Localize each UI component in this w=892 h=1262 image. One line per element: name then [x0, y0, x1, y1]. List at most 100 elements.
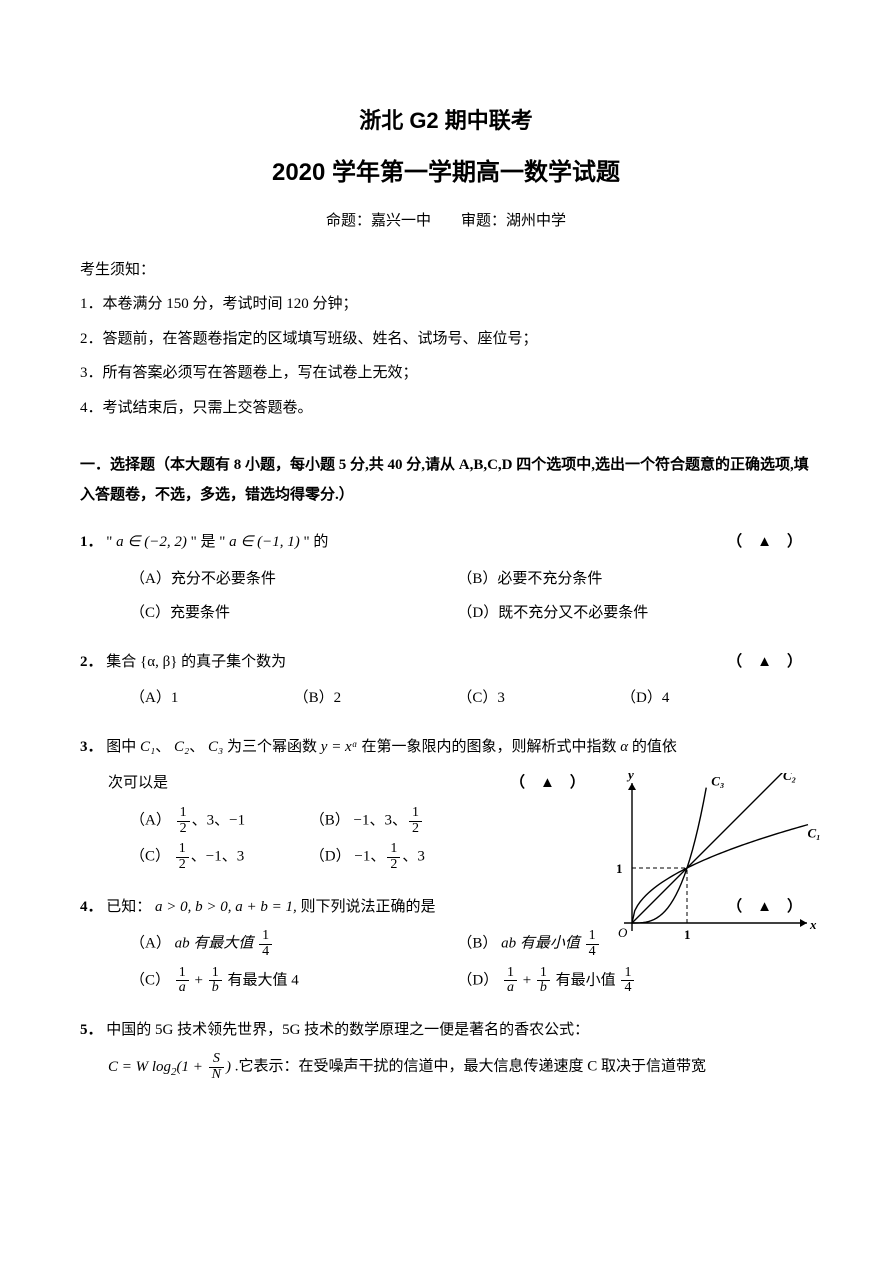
opt-label: （C）: [130, 849, 170, 865]
opt-label: （B）: [310, 813, 350, 829]
question-3: 3． 图中 C₁、 C₂、 C₃ 为三个幂函数 y = xᵅ 在第一象限内的图象…: [80, 733, 812, 879]
val: 3: [385, 813, 393, 829]
option-d: （D）4: [621, 684, 785, 713]
opt-label: （D）: [457, 972, 498, 988]
f-pre: C = W log: [108, 1059, 171, 1075]
option-c: （C）3: [457, 684, 621, 713]
option-c: （C）充要条件: [130, 599, 457, 628]
q4-b: 则下列说法正确的是: [301, 899, 436, 915]
sep: 、: [214, 813, 229, 829]
sep: 、: [155, 739, 170, 755]
opt-text: 有最小值: [556, 972, 616, 988]
val: −1: [354, 849, 370, 865]
sep: 、: [370, 849, 385, 865]
sep: 、: [222, 849, 237, 865]
svg-text:C₂: C₂: [783, 773, 796, 783]
sep: 、: [189, 739, 204, 755]
option-c: （C） 12、−1、3: [130, 842, 310, 872]
question-4: 4． 已知： a > 0, b > 0, a + b = 1, 则下列说法正确的…: [80, 893, 812, 1002]
f-suf: ): [226, 1059, 231, 1075]
q3-yxa: y = xᵅ: [321, 739, 358, 755]
sep: 、: [402, 849, 417, 865]
q3-c3: C₃: [208, 739, 223, 755]
answer-blank: （ ▲ ）: [727, 528, 802, 557]
opt-text: ab 有最小值: [501, 936, 580, 952]
q5-b: .它表示：在受噪声干扰的信道中，最大信息传递速度 C 取决于信道带宽: [235, 1059, 706, 1075]
q1-mid: " 是 ": [187, 534, 229, 550]
question-number: 2．: [80, 654, 103, 670]
answer-blank: （ ▲ ）: [510, 769, 585, 798]
q1-quote-open: ": [106, 534, 116, 550]
q3-c2: C₂: [174, 739, 189, 755]
opt-text: ab 有最大值: [175, 936, 254, 952]
sep: 、: [191, 849, 206, 865]
opt-label: （B）: [457, 936, 497, 952]
q3-d: 的值依: [632, 739, 677, 755]
q1-math-2: a ∈ (−1, 1): [229, 534, 300, 550]
question-number: 4．: [80, 899, 103, 915]
notice-heading: 考生须知：: [80, 256, 812, 285]
sep: 、: [370, 813, 385, 829]
question-number: 3．: [80, 739, 103, 755]
svg-text:1: 1: [616, 861, 623, 876]
val: 3: [237, 849, 245, 865]
f-den: N: [209, 1068, 224, 1083]
option-c: （C） 1a + 1b 有最大值 4: [130, 966, 457, 996]
attribution: 命题：嘉兴一中 审题：湖州中学: [80, 207, 812, 236]
section-heading: 一．选择题（本大题有 8 小题，每小题 5 分,共 40 分,请从 A,B,C,…: [80, 450, 812, 510]
answer-blank: （ ▲ ）: [727, 648, 802, 677]
opt-label: （A）: [130, 936, 171, 952]
notice-item: 3．所有答案必须写在答题卷上，写在试卷上无效；: [80, 359, 812, 388]
opt-text: 有最大值 4: [227, 972, 298, 988]
notice-item: 1．本卷满分 150 分，考试时间 120 分钟；: [80, 290, 812, 319]
question-number: 5．: [80, 1022, 103, 1038]
q3-e: 次可以是: [108, 775, 168, 791]
option-a: （A）1: [130, 684, 294, 713]
question-5: 5． 中国的 5G 技术领先世界，5G 技术的数学原理之一便是著名的香农公式： …: [80, 1016, 812, 1083]
q4-math: a > 0, b > 0, a + b = 1,: [155, 899, 297, 915]
option-b: （B） −1、3、12: [310, 806, 490, 836]
option-b: （B）2: [294, 684, 458, 713]
exam-title-sub: 2020 学年第一学期高一数学试题: [80, 150, 812, 196]
notice-item: 2．答题前，在答题卷指定的区域填写班级、姓名、试场号、座位号；: [80, 325, 812, 354]
question-1: 1． " a ∈ (−2, 2) " 是 " a ∈ (−1, 1) " 的 （…: [80, 528, 812, 634]
val: 3: [207, 813, 215, 829]
f-mid: (1 +: [177, 1059, 207, 1075]
val: −1: [206, 849, 222, 865]
option-d: （D） −1、12、3: [310, 842, 490, 872]
question-2: 2． 集合 {α, β} 的真子集个数为 （ ▲ ） （A）1 （B）2 （C）…: [80, 648, 812, 719]
option-b: （B） ab 有最小值 14: [457, 929, 784, 959]
option-b: （B）必要不充分条件: [457, 565, 784, 594]
q3-alpha: α: [620, 739, 628, 755]
val: −1: [354, 813, 370, 829]
q3-c: 在第一象限内的图象，则解析式中指数: [361, 739, 616, 755]
q1-math-1: a ∈ (−2, 2): [116, 534, 187, 550]
question-number: 1．: [80, 534, 103, 550]
option-d: （D）既不充分又不必要条件: [457, 599, 784, 628]
svg-text:y: y: [626, 773, 634, 782]
val: −1: [229, 813, 245, 829]
q3-b: 为三个幂函数: [227, 739, 317, 755]
q3-a: 图中: [106, 739, 136, 755]
q2-stem: 集合 {α, β} 的真子集个数为: [106, 654, 286, 670]
opt-label: （C）: [130, 972, 170, 988]
opt-label: （D）: [310, 849, 351, 865]
notice-item: 4．考试结束后，只需上交答题卷。: [80, 394, 812, 423]
svg-text:C₃: C₃: [711, 773, 724, 788]
sep: 、: [392, 813, 407, 829]
option-d: （D） 1a + 1b 有最小值 14: [457, 966, 784, 996]
shannon-formula: C = W log2(1 + SN): [108, 1059, 235, 1075]
q5-a: 中国的 5G 技术领先世界，5G 技术的数学原理之一便是著名的香农公式：: [106, 1022, 589, 1038]
val: 3: [417, 849, 425, 865]
option-a: （A） ab 有最大值 14: [130, 929, 457, 959]
opt-label: （A）: [130, 813, 171, 829]
answer-blank: （ ▲ ）: [727, 893, 802, 922]
exam-title-main: 浙北 G2 期中联考: [80, 100, 812, 142]
sep: 、: [192, 813, 207, 829]
q4-a: 已知：: [106, 899, 151, 915]
option-a: （A） 12、3、−1: [130, 806, 310, 836]
q1-end: " 的: [300, 534, 329, 550]
q3-c1: C₁: [140, 739, 155, 755]
option-a: （A）充分不必要条件: [130, 565, 457, 594]
svg-text:C₁: C₁: [808, 825, 821, 840]
